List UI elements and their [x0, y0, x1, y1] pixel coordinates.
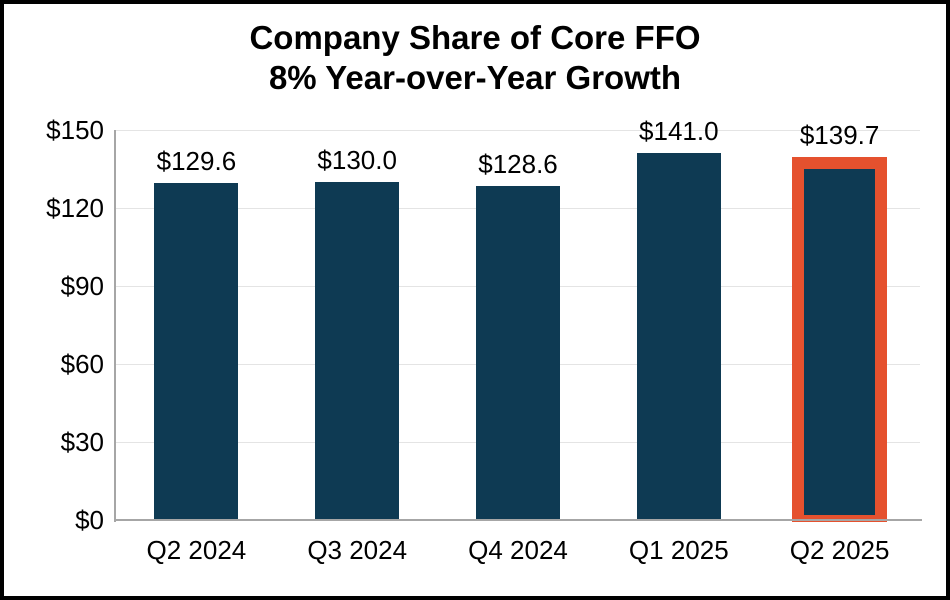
bar	[315, 182, 400, 520]
y-tick-label: $120	[46, 193, 104, 223]
y-axis-line	[114, 130, 116, 522]
y-tick-label: $30	[60, 427, 104, 457]
bar	[154, 183, 239, 520]
x-axis-line	[114, 519, 922, 521]
bar-value-label: $139.7	[799, 119, 880, 150]
bar-value-label: $130.0	[317, 145, 397, 175]
bar	[804, 168, 876, 515]
bar	[636, 153, 721, 520]
y-tick-label: $0	[75, 505, 104, 535]
y-tick-label: $60	[60, 349, 104, 379]
x-tick-label: Q4 2024	[468, 535, 568, 565]
x-tick-label: Q3 2024	[307, 535, 408, 565]
bar-value-label: $141.0	[639, 116, 719, 147]
bar	[476, 185, 560, 520]
x-tick-label: Q2 2024	[146, 535, 247, 565]
chart-title-line2: 8% Year-over-Year Growth	[268, 59, 682, 96]
x-tick-label: Q1 2025	[628, 535, 729, 565]
bar-value-label: $129.6	[156, 146, 237, 177]
y-tick-label: $150	[46, 115, 104, 145]
highlight-outline	[792, 156, 888, 522]
x-tick-label: Q2 2025	[789, 535, 890, 565]
chart-title: Company Share of Core FFO 8% Year-over-Y…	[0, 18, 950, 98]
y-tick-label: $90	[60, 271, 104, 301]
gridline	[116, 129, 920, 131]
bar-value-label: $128.6	[478, 148, 558, 179]
chart-title-line1: Company Share of Core FFO	[249, 19, 701, 56]
